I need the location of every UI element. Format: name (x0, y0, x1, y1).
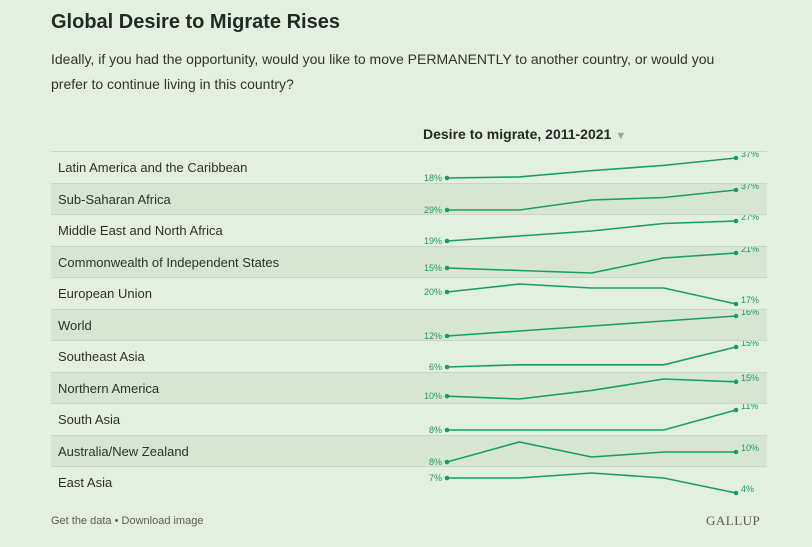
series-line (446, 377, 737, 400)
column-header[interactable]: Desire to migrate, 2011-2021 ▼ (423, 126, 626, 142)
gallup-logo: GALLUP (706, 513, 761, 528)
sparkline: 6% 15% (429, 341, 759, 372)
end-value-label: 16% (741, 310, 759, 317)
start-value-label: 15% (424, 263, 442, 273)
end-value-label: 11% (741, 404, 758, 411)
end-point (733, 187, 739, 192)
sparkline: 29% 37% (424, 184, 759, 215)
chart-subtitle: Ideally, if you had the opportunity, wou… (51, 51, 715, 92)
start-point (444, 427, 450, 433)
sparkline: 8% 11% (429, 404, 758, 435)
row-label: Australia/New Zealand (58, 443, 189, 459)
end-value-label: 15% (741, 341, 759, 348)
start-value-label: 10% (424, 391, 442, 401)
end-point (733, 490, 739, 496)
get-data-link[interactable]: Get the data (51, 515, 112, 527)
series-line (447, 409, 737, 431)
sparkline: 7% 4% (429, 472, 754, 496)
sparkline: 20% 17% (424, 283, 759, 307)
end-value-label: 15% (741, 373, 759, 383)
row-label: Sub-Saharan Africa (58, 191, 171, 207)
series-line (446, 220, 737, 242)
row-label: Commonwealth of Independent States (58, 254, 280, 270)
sparkline: 8% 10% (429, 440, 759, 467)
sparkline: 15% 21% (424, 247, 759, 274)
series-line (446, 283, 737, 305)
end-point (733, 301, 739, 307)
table-row: Northern America 10% 15% (51, 371, 767, 404)
end-value-label: 27% (741, 215, 759, 222)
table-row: South Asia 8% 11% (51, 403, 767, 436)
start-value-label: 12% (424, 331, 442, 341)
table-row: Commonwealth of Independent States 15% 21% (51, 245, 767, 278)
triangle-down-icon[interactable]: ▼ (615, 130, 627, 142)
footer-separator: • (111, 515, 122, 527)
start-value-label: 8% (429, 457, 442, 467)
row-label: Middle East and North Africa (58, 223, 223, 238)
start-point (444, 238, 450, 244)
sparkline: 10% 15% (424, 373, 759, 401)
table-row: Australia/New Zealand 8% 10% (51, 434, 767, 467)
row-label: European Union (58, 286, 152, 301)
end-value-label: 4% (741, 484, 754, 494)
series-line (446, 314, 737, 337)
sparkline: 18% 37% (424, 152, 759, 183)
end-value-label: 21% (741, 247, 759, 254)
table-row: Latin America and the Caribbean 18% 37% (51, 151, 767, 184)
start-value-label: 20% (424, 287, 442, 297)
start-point (444, 289, 450, 295)
row-label: South Asia (58, 412, 121, 427)
footer-links: Get the data • Download image (51, 515, 203, 527)
start-point (444, 393, 450, 398)
row-label: World (58, 317, 92, 333)
start-point (444, 364, 450, 370)
end-point (733, 250, 739, 255)
download-image-link[interactable]: Download image (121, 515, 204, 527)
series-line (446, 157, 737, 179)
series-line (447, 188, 737, 211)
start-point (444, 207, 450, 212)
row-label: Southeast Asia (58, 349, 145, 364)
series-line (446, 440, 736, 463)
end-value-label: 37% (741, 152, 759, 159)
row-label: Northern America (58, 380, 160, 396)
end-point (733, 379, 739, 384)
start-value-label: 6% (429, 362, 442, 372)
end-point (733, 344, 739, 350)
start-value-label: 29% (424, 205, 442, 215)
start-value-label: 8% (429, 425, 442, 435)
series-line (446, 251, 737, 274)
series-line (447, 472, 737, 494)
start-value-label: 18% (424, 173, 442, 183)
chart-title: Global Desire to Migrate Rises (51, 11, 340, 33)
row-label: East Asia (58, 475, 113, 490)
start-point (444, 333, 450, 338)
end-point (733, 407, 739, 413)
table-row: Sub-Saharan Africa 29% 37% (51, 182, 767, 215)
end-point (733, 155, 739, 161)
end-value-label: 17% (741, 295, 759, 305)
sparkline: 19% 27% (424, 215, 759, 246)
table-row: European Union 20% 17% (51, 277, 767, 310)
sparkline: 12% 16% (424, 310, 759, 341)
column-header-label: Desire to migrate, 2011-2021 (423, 126, 612, 142)
end-point (733, 449, 739, 454)
table-row: East Asia 7% 4% (51, 466, 767, 499)
start-point (444, 265, 450, 270)
start-value-label: 7% (429, 473, 442, 483)
start-point (444, 175, 450, 181)
start-point (444, 475, 450, 481)
series-line (446, 346, 737, 368)
row-label: Latin America and the Caribbean (58, 160, 248, 175)
end-value-label: 10% (741, 443, 759, 453)
table-row: World 12% 16% (51, 308, 767, 341)
end-point (733, 313, 739, 318)
start-point (444, 459, 450, 464)
end-value-label: 37% (741, 184, 759, 191)
table-row: Southeast Asia 6% 15% (51, 340, 767, 373)
end-point (733, 218, 739, 224)
table-row: Middle East and North Africa 19% 27% (51, 214, 767, 247)
start-value-label: 19% (424, 236, 442, 246)
